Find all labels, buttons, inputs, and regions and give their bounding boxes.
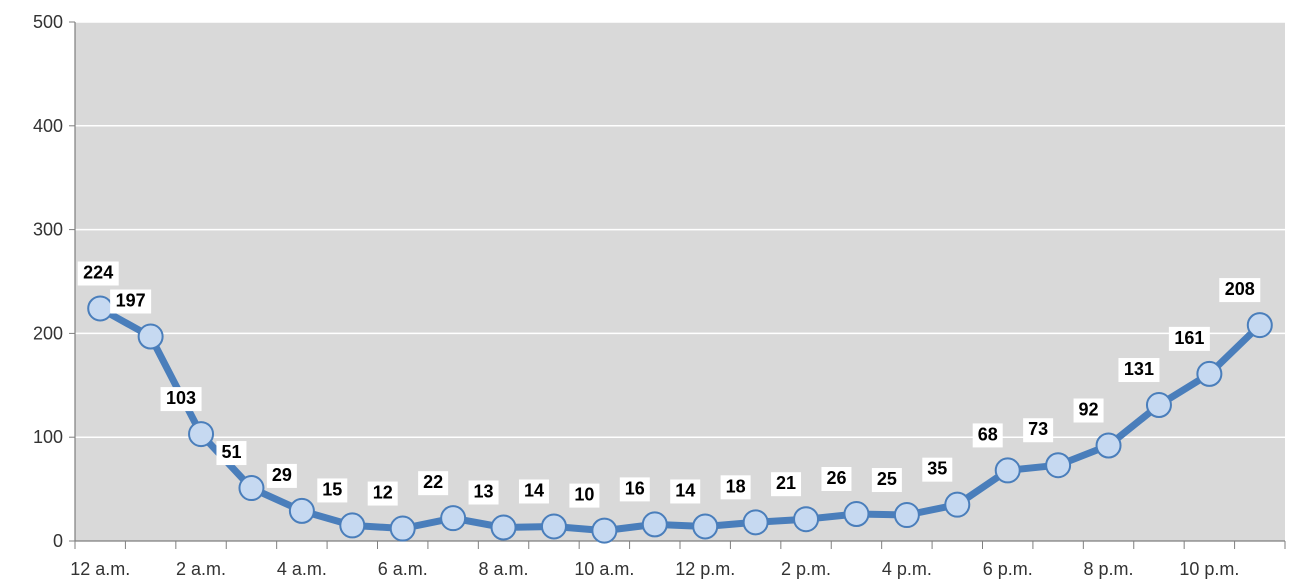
data-label: 68 — [978, 424, 998, 444]
data-point-marker — [540, 513, 567, 540]
data-label-background — [871, 468, 902, 493]
data-label: 224 — [83, 262, 113, 282]
data-label-background — [216, 441, 247, 466]
data-label: 12 — [373, 483, 393, 503]
data-label-background — [1219, 278, 1261, 303]
y-tick-label: 500 — [33, 12, 63, 32]
data-label: 92 — [1079, 400, 1099, 420]
data-label: 18 — [726, 476, 746, 496]
y-tick-label: 100 — [33, 427, 63, 447]
data-label-background — [972, 423, 1003, 448]
data-label: 197 — [116, 291, 146, 311]
data-label: 16 — [625, 478, 645, 498]
x-tick-label: 4 p.m. — [882, 559, 932, 579]
data-point-marker — [994, 457, 1021, 484]
x-tick-label: 6 p.m. — [983, 559, 1033, 579]
data-label: 73 — [1028, 419, 1048, 439]
data-label: 21 — [776, 473, 796, 493]
data-label-background — [160, 387, 202, 412]
data-label: 208 — [1225, 279, 1255, 299]
data-label-background — [468, 480, 499, 505]
data-point-marker — [843, 501, 870, 528]
data-point-marker — [87, 295, 114, 322]
data-label: 103 — [166, 388, 196, 408]
data-point-marker — [1095, 432, 1122, 459]
data-label: 161 — [1174, 328, 1204, 348]
data-label: 35 — [927, 459, 947, 479]
data-label: 14 — [675, 480, 695, 500]
data-label-background — [1118, 358, 1160, 383]
x-tick-label: 8 p.m. — [1084, 559, 1134, 579]
data-label-background — [1073, 398, 1104, 423]
data-point-marker — [1045, 452, 1072, 479]
data-point-marker — [389, 515, 416, 542]
x-axis-ticks: 12 a.m. 2 a.m. 4 a.m. 6 a.m. 8 a.m. 10 a.m. 12… — [70, 541, 1286, 579]
y-tick-label: 300 — [33, 220, 63, 240]
data-point-marker — [793, 506, 820, 533]
data-label-background — [518, 479, 549, 504]
data-label-background — [720, 475, 751, 500]
data-point-marker — [137, 323, 164, 350]
y-tick-label: 400 — [33, 116, 63, 136]
x-tick-label: 4 a.m. — [277, 559, 327, 579]
data-point-marker — [893, 502, 920, 529]
data-point-marker — [238, 475, 265, 502]
data-label: 131 — [1124, 359, 1154, 379]
y-tick-label: 0 — [53, 531, 63, 551]
data-label-background — [922, 457, 953, 482]
data-label-background — [569, 483, 600, 508]
data-label: 26 — [826, 468, 846, 488]
gridlines — [75, 21, 1285, 438]
data-label: 15 — [322, 479, 342, 499]
data-label: 29 — [272, 465, 292, 485]
data-label: 14 — [524, 480, 544, 500]
x-tick-label: 12 a.m. — [70, 559, 130, 579]
x-tick-label: 10 p.m. — [1179, 559, 1239, 579]
x-tick-label: 6 a.m. — [378, 559, 428, 579]
data-point-marker — [490, 514, 517, 541]
data-point-marker — [339, 512, 366, 539]
data-point-marker — [641, 511, 668, 538]
data-point-marker — [288, 497, 315, 524]
data-label: 10 — [574, 485, 594, 505]
data-label-background — [266, 463, 297, 488]
data-label-background — [670, 479, 701, 504]
data-point-marker — [944, 491, 971, 518]
data-label: 51 — [221, 442, 241, 462]
x-tick-label: 8 a.m. — [479, 559, 529, 579]
data-label-background — [77, 261, 119, 286]
data-point-marker — [591, 517, 618, 544]
y-tick-label: 200 — [33, 323, 63, 343]
data-label-background — [1168, 326, 1210, 351]
y-axis-ticks: 0 100 200 300 400 500 — [33, 12, 75, 551]
data-point-marker — [440, 505, 467, 532]
data-label-background — [418, 471, 449, 496]
data-point-marker — [1145, 392, 1172, 419]
data-label-background — [1023, 418, 1054, 443]
data-label: 25 — [877, 469, 897, 489]
x-tick-label: 2 a.m. — [176, 559, 226, 579]
data-label-background — [110, 289, 152, 314]
data-label-background — [771, 472, 802, 497]
data-point-marker — [742, 509, 769, 536]
data-point-marker — [1246, 312, 1273, 339]
data-label: 13 — [474, 482, 494, 502]
x-tick-label: 12 p.m. — [675, 559, 735, 579]
data-label-background — [367, 481, 398, 506]
x-tick-label: 10 a.m. — [574, 559, 634, 579]
data-label-background — [317, 478, 348, 503]
data-label-background — [619, 477, 650, 502]
data-label: 22 — [423, 472, 443, 492]
data-point-marker — [692, 513, 719, 540]
data-points — [87, 295, 1273, 544]
data-point-marker — [188, 421, 215, 448]
plot-area — [75, 22, 1285, 541]
data-label-background — [821, 467, 852, 492]
x-tick-label: 2 p.m. — [781, 559, 831, 579]
data-point-marker — [1196, 360, 1223, 387]
